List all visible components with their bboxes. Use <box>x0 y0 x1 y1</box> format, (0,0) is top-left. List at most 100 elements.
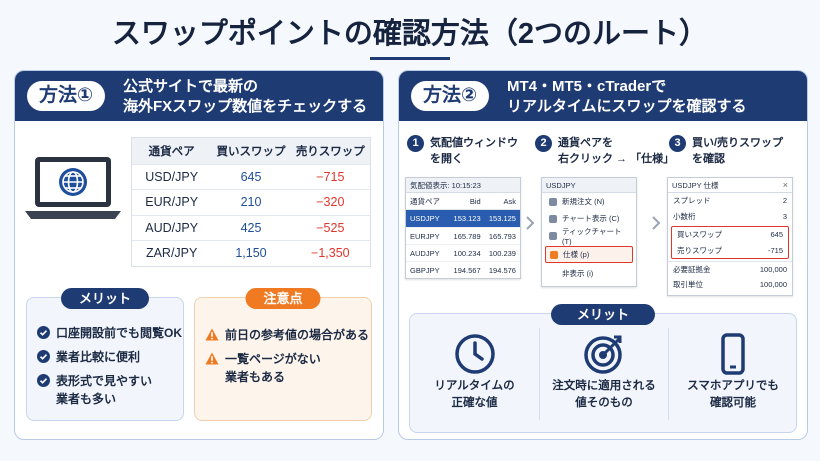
chevron <box>525 214 535 237</box>
info-box: 注意点 前日の参考値の場合がある 一覧ページがない 業者もある <box>194 288 372 421</box>
menu-label: 非表示 (i) <box>562 269 594 278</box>
text-line: 確認可能 <box>710 397 756 409</box>
swap-table: 通貨ペア 買いスワップ 売りスワップ USD/JPY 645 −715 EUR/JPY 210… <box>131 137 371 267</box>
item-text: 一覧ページがない 業者もある <box>225 350 321 386</box>
list-item: 前日の参考値の場合がある <box>205 326 369 344</box>
step-number: 3 <box>669 135 686 152</box>
table-cell: AUD/JPY <box>145 220 199 235</box>
spec-cell: 取引単位 <box>673 279 703 289</box>
step-text: 気配値ウィンドウ を開く <box>430 135 518 167</box>
text-line: 業者も多い <box>56 392 117 406</box>
chevron-icon <box>652 216 661 230</box>
text-line: 一覧ページがない <box>225 352 321 366</box>
quote-row: GBPJPY 194.567 194.576 <box>406 261 520 278</box>
table-cell: −320 <box>316 195 345 210</box>
quote-row: EURJPY 165.789 165.793 <box>406 227 520 244</box>
box-label: 注意点 <box>245 288 321 309</box>
spec-cell: -715 <box>767 245 783 255</box>
header-cell: Bid <box>469 196 481 206</box>
merit-icon <box>540 328 668 378</box>
table-cell: 645 <box>240 169 262 184</box>
text-line: 前日の参考値の場合がある <box>225 328 370 342</box>
table-cell: 210 <box>240 195 262 210</box>
menu-item: 非表示 (i) <box>545 265 633 282</box>
text-line: 業者比較に便利 <box>56 350 141 364</box>
spec-row: 買いスワップ 645 <box>672 227 788 243</box>
text-line: 業者もある <box>225 370 286 384</box>
header-cell: 売りスワップ <box>295 145 365 158</box>
text-line: 値そのもの <box>575 397 633 409</box>
table-row: ZAR/JPY 1,150 −1,350 <box>132 240 370 266</box>
step: 3 買い/売りスワップ を確認 <box>669 135 783 167</box>
spec-cell: 3 <box>782 211 787 221</box>
menu-label: 仕様 (p) <box>563 250 590 259</box>
heading-line: 公式サイトで最新の <box>123 78 259 95</box>
list-item: 表形式で見やすい 業者も多い <box>37 372 152 408</box>
step-number: 1 <box>407 135 424 152</box>
table-cell: ZAR/JPY <box>145 246 198 261</box>
panel-heading: MT4・MT5・cTraderでリアルタイムにスワップを確認する <box>507 77 747 117</box>
menu-label: チャート表示 (C) <box>562 214 620 223</box>
quote-row: AUDJPY 100.234 100.239 <box>406 244 520 261</box>
method1-panel: 方法① 公式サイトで最新の海外FXスワップ数値をチェックする通貨ペア 買いスワップ売… <box>14 70 384 440</box>
check-icon <box>37 326 50 339</box>
spec-cell: 645 <box>770 230 783 240</box>
header-cell: 通貨ペア <box>148 145 195 158</box>
merit-column: スマホアプリでも 確認可能 <box>668 328 797 420</box>
header-cell: 買いスワップ <box>216 145 286 158</box>
spec-cell: 必要証拠金 <box>673 264 711 274</box>
list-item: 口座開設前でも閲覧OK <box>37 324 182 342</box>
menu-icon <box>549 231 557 240</box>
close-button: × <box>782 180 788 190</box>
merit-column: リアルタイムの 正確な値 <box>410 328 539 420</box>
item-text: 口座開設前でも閲覧OK <box>56 324 182 342</box>
menu-item: 仕様 (p) <box>545 246 633 263</box>
table-cell: USD/JPY <box>145 169 199 184</box>
warning-icon <box>205 352 219 365</box>
quote-cell: AUDJPY <box>410 248 440 258</box>
item-text: 表形式で見やすい 業者も多い <box>56 372 152 408</box>
merit-icon-graphic <box>584 335 622 374</box>
heading-line: MT4・MT5・cTraderで <box>507 78 667 95</box>
step: 2 通貨ペアを 右クリック → 「仕様」 <box>535 135 674 167</box>
menu-label: 新規注文 (N) <box>562 197 605 206</box>
table-cell: −1,350 <box>311 246 350 261</box>
heading-line: リアルタイムにスワップを確認する <box>507 98 747 115</box>
panel-header: 方法① 公式サイトで最新の海外FXスワップ数値をチェックする <box>15 71 383 121</box>
spec-cell: スプレッド <box>673 196 711 206</box>
step: 1 気配値ウィンドウ を開く <box>407 135 518 167</box>
quote-cell: 100.234 <box>453 248 481 258</box>
text-line: 正確な値 <box>451 397 498 409</box>
swap-highlight: 買いスワップ 645 売りスワップ -715 <box>671 226 789 259</box>
menu-icon <box>549 214 557 223</box>
quote-window: 気配値表示: 10:15:23 通貨ペア Bid Ask USDJPY 153.123 15… <box>405 177 521 279</box>
text-line: 通貨ペアを <box>558 137 613 149</box>
quote-cell: GBPJPY <box>410 265 440 275</box>
merit-column: 注文時に適用される 値そのもの <box>539 328 668 420</box>
text-line: 注文時に適用される <box>552 380 656 392</box>
chevron <box>651 214 661 237</box>
merit-text: 注文時に適用される 値そのもの <box>540 378 668 412</box>
quote-cell: 153.123 <box>453 214 481 223</box>
check-icon <box>37 374 50 387</box>
table-row: AUD/JPY 425 −525 <box>132 214 370 241</box>
quote-cell: 100.239 <box>488 248 516 258</box>
method-badge: 方法① <box>27 81 106 111</box>
method2-panel: 方法② MT4・MT5・cTraderで リアルタイムにスワップを確認する 1 気配値ウ… <box>398 70 808 440</box>
info-box: メリット口座開設前でも閲覧OK 業者比較に便利表形式で見やすい 業者も多い <box>26 288 184 421</box>
panel-heading: 公式サイトで最新の海外FXスワップ数値をチェックする <box>123 77 367 117</box>
quote-cell: USDJPY <box>410 214 440 223</box>
table-row: USD/JPY 645 −715 <box>132 163 370 190</box>
context-menu: USDJPY 新規注文 (N) チャート表示 (C) ティックチャート (T) 仕様 (… <box>541 177 637 287</box>
window-title-text: USDJPY 仕様 <box>672 181 719 190</box>
list-item: 業者比較に便利 <box>37 348 140 366</box>
window-header-row: 通貨ペア Bid Ask <box>406 193 520 210</box>
spec-cell: 買いスワップ <box>677 230 722 240</box>
quote-cell: 153.125 <box>488 214 516 223</box>
text-line: 右クリック → 「仕様」 <box>558 153 675 165</box>
warning-icon <box>205 328 219 341</box>
box-label: メリット <box>60 288 150 309</box>
menu-icon <box>549 197 557 206</box>
heading-line: 海外FXスワップ数値をチェックする <box>123 98 368 115</box>
